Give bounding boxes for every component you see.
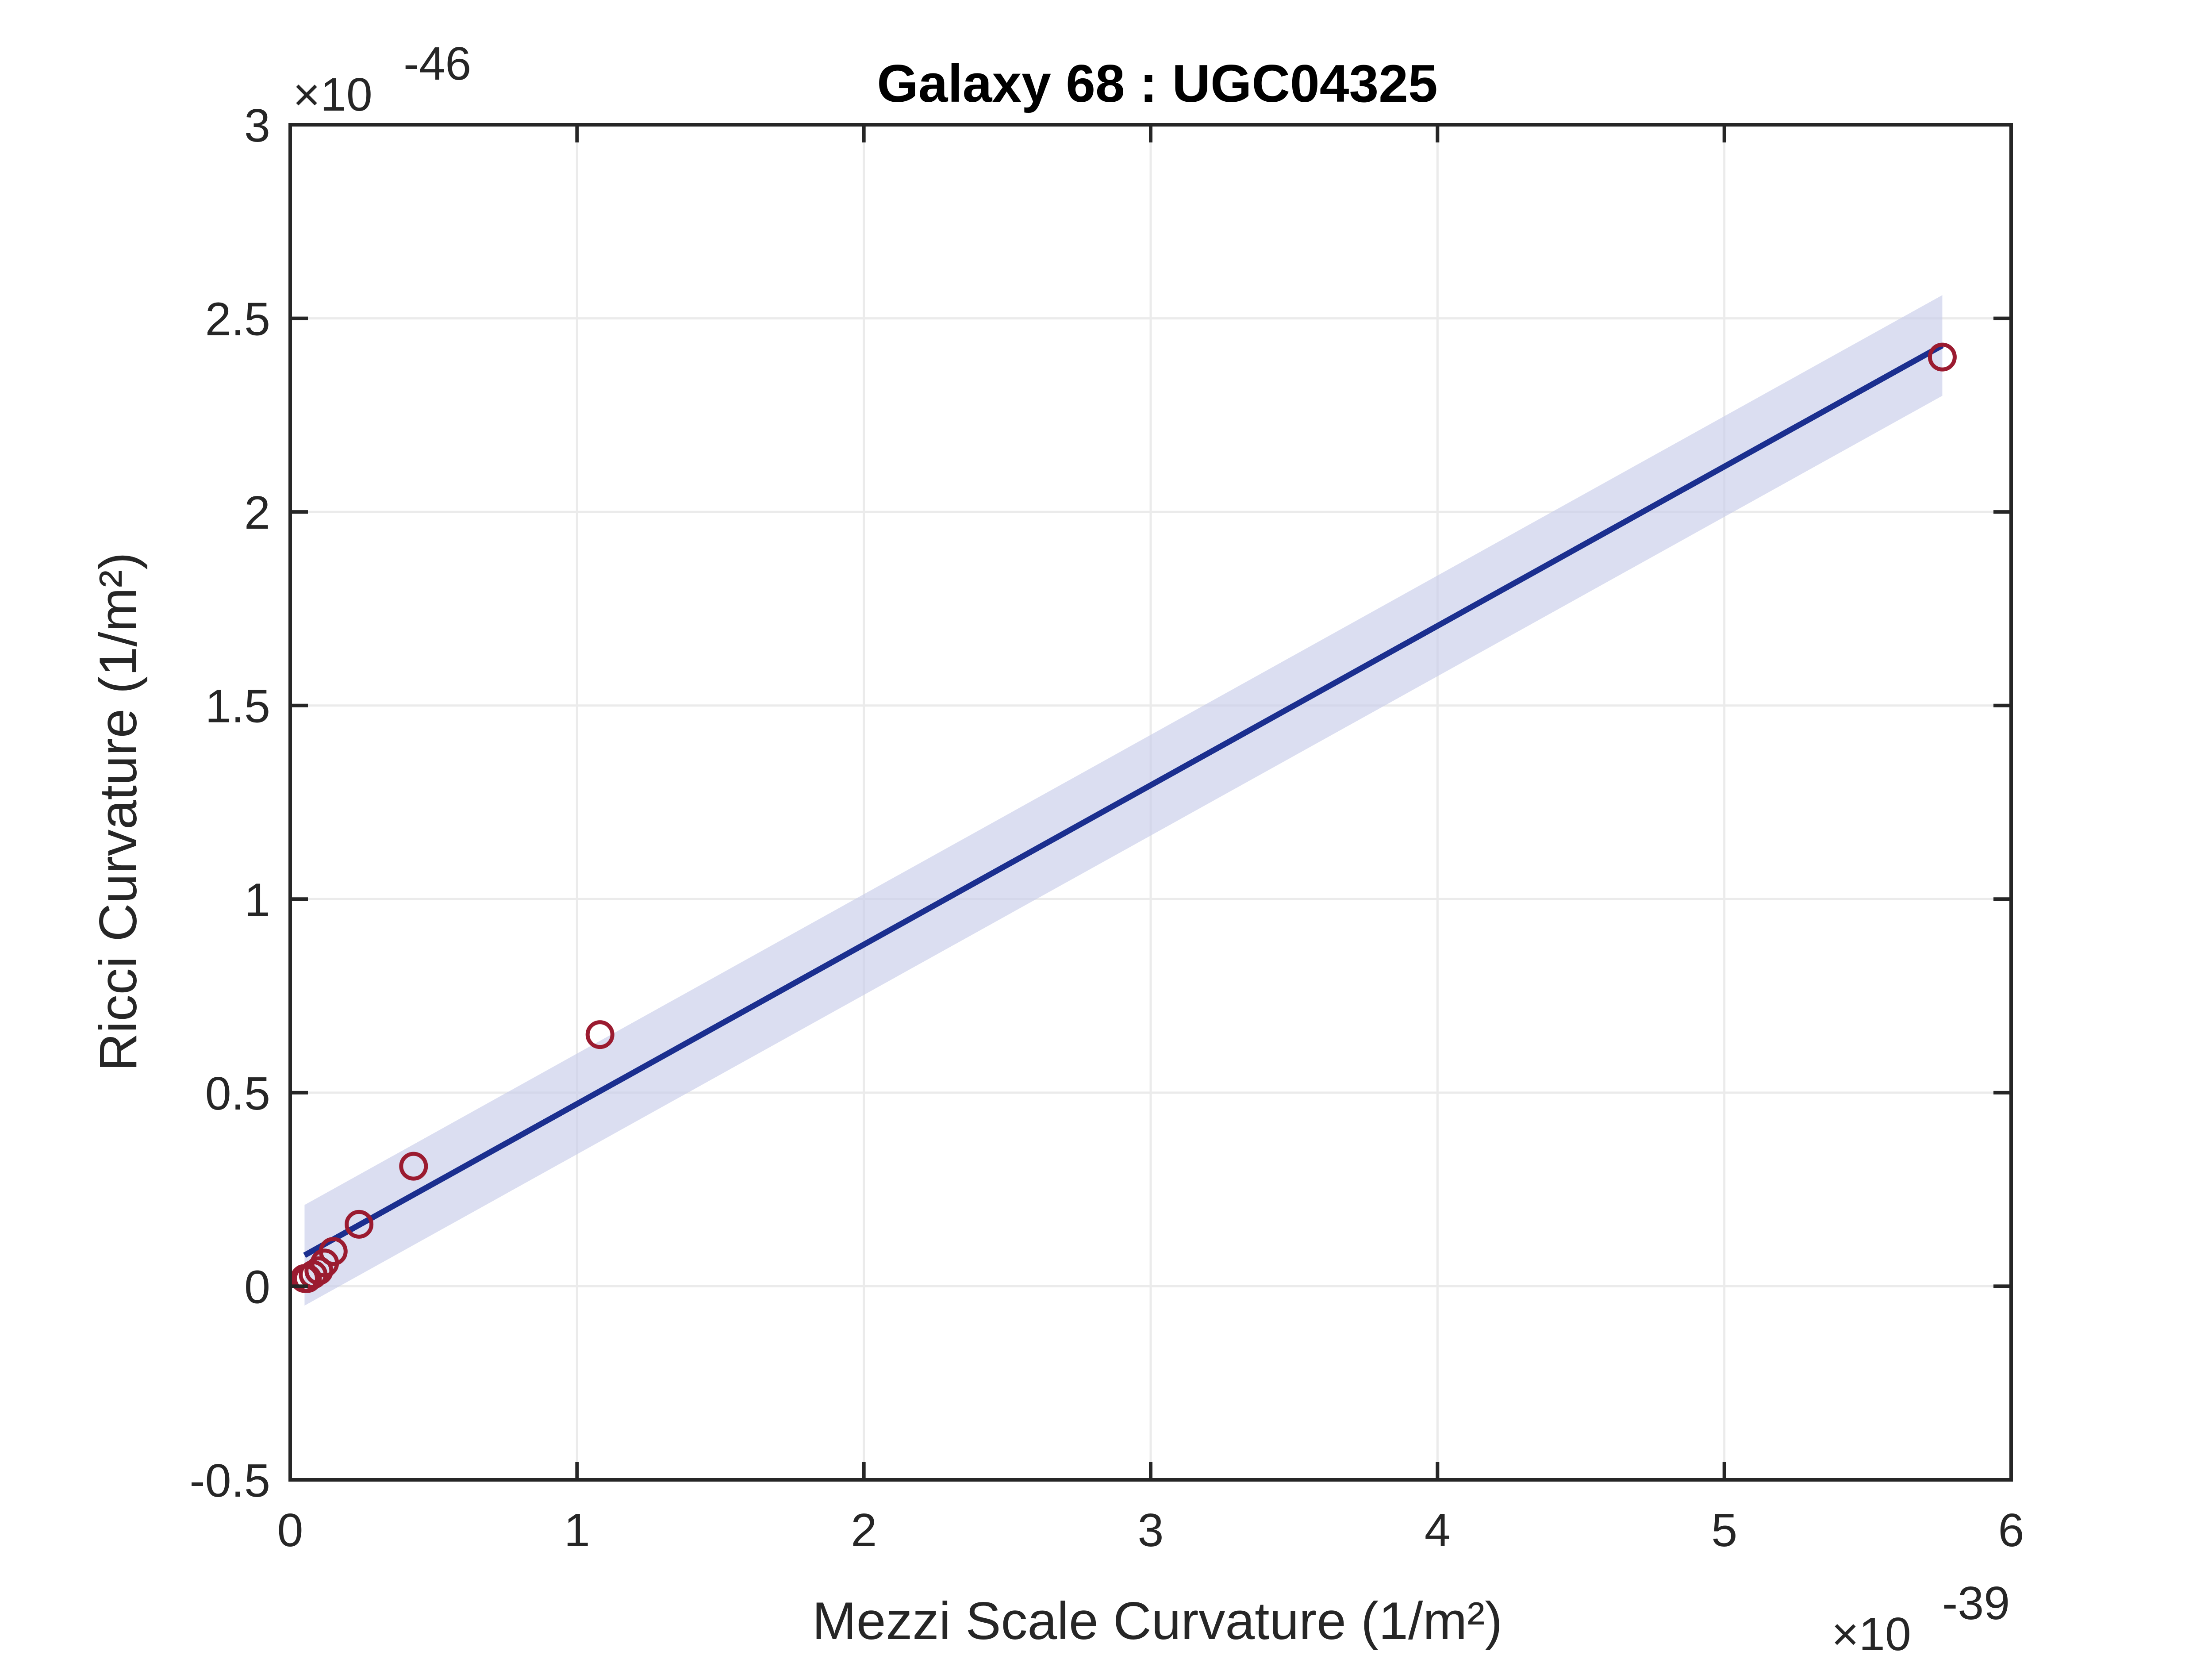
x-tick-label: 2 bbox=[851, 1504, 877, 1556]
data-point bbox=[399, 1152, 428, 1181]
x-multiplier-exponent: -39 bbox=[1942, 1577, 2010, 1629]
x-tick-label: 6 bbox=[1998, 1504, 2024, 1556]
y-tick-label: 0 bbox=[244, 1261, 270, 1313]
data-point bbox=[1928, 342, 1957, 372]
x-axis-multiplier: ×10 -39 bbox=[1832, 1577, 2010, 1659]
y-multiplier-exponent: -46 bbox=[403, 38, 471, 90]
fit-line bbox=[303, 343, 1944, 1258]
y-tick-label: -0.5 bbox=[189, 1455, 270, 1507]
chart-title: Galaxy 68 : UGC04325 bbox=[877, 54, 1437, 113]
data-point bbox=[319, 1237, 348, 1266]
data-point bbox=[304, 1256, 334, 1285]
y-tick-label: 0.5 bbox=[205, 1068, 270, 1120]
y-axis-label: Ricci Curvature (1/m²) bbox=[88, 552, 148, 1071]
data-point bbox=[345, 1210, 374, 1239]
y-multiplier-base: ×10 bbox=[293, 69, 373, 121]
fit-line-segment bbox=[303, 343, 1944, 1258]
x-axis-label: Mezzi Scale Curvature (1/m²) bbox=[812, 1591, 1502, 1651]
data-points bbox=[290, 342, 1957, 1293]
y-tick-label: 2.5 bbox=[205, 293, 270, 346]
y-tick-label: 2 bbox=[244, 487, 270, 539]
x-tick-label: 0 bbox=[277, 1504, 303, 1556]
x-tick-label: 5 bbox=[1711, 1504, 1737, 1556]
y-axis-multiplier: ×10 -46 bbox=[293, 38, 471, 121]
y-tick-labels: -0.5 0 0.5 1 1.5 2 2.5 3 bbox=[189, 100, 270, 1507]
y-tick-label: 1 bbox=[244, 874, 270, 926]
y-tick-label: 1.5 bbox=[205, 680, 270, 733]
x-tick-label: 4 bbox=[1425, 1504, 1451, 1556]
axis-ticks bbox=[288, 123, 2013, 1482]
x-tick-labels: 0 1 2 3 4 5 6 bbox=[277, 1504, 2024, 1556]
data-point bbox=[585, 1020, 614, 1049]
x-tick-label: 3 bbox=[1138, 1504, 1164, 1556]
x-multiplier-base: ×10 bbox=[1832, 1608, 1911, 1659]
y-tick-label: 3 bbox=[244, 100, 270, 152]
x-tick-label: 1 bbox=[564, 1504, 590, 1556]
